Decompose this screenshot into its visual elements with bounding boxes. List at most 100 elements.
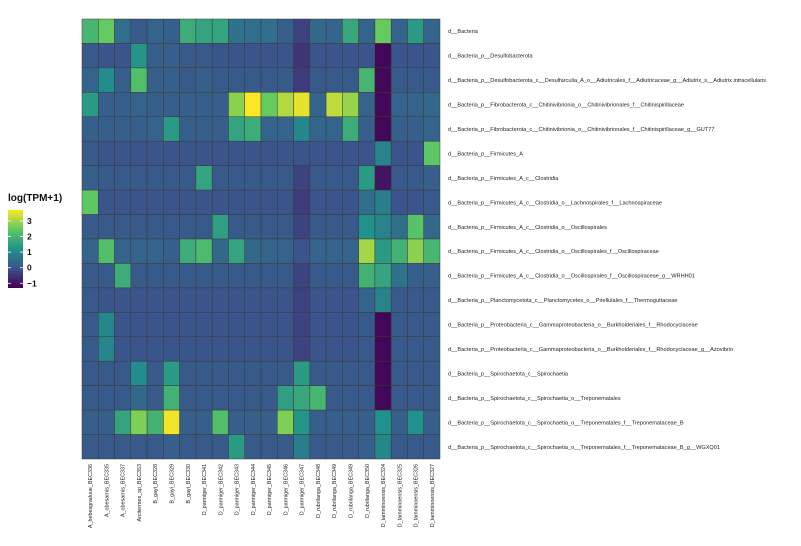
heatmap-cell bbox=[114, 263, 132, 289]
heatmap-cell bbox=[325, 140, 343, 166]
row-label: d__Bacteria bbox=[448, 29, 479, 35]
heatmap-cell bbox=[407, 312, 424, 338]
heatmap-cell bbox=[293, 312, 311, 338]
heatmap-cell bbox=[228, 116, 245, 142]
legend-tick-label: 3 bbox=[27, 216, 32, 226]
heatmap-cell bbox=[211, 238, 229, 264]
heatmap-cell bbox=[390, 189, 408, 215]
heatmap-cell bbox=[228, 238, 245, 264]
row-label: d__Bacteria_p__Spirochaetota_c__Spirocha… bbox=[448, 371, 569, 377]
heatmap-cell bbox=[374, 214, 392, 240]
heatmap-cell bbox=[374, 360, 392, 386]
row-label: d__Bacteria_p__Firmicutes_A_c__Clostridi… bbox=[448, 176, 559, 182]
heatmap-cell bbox=[423, 287, 441, 313]
heatmap-cell bbox=[163, 360, 180, 386]
heatmap-cell bbox=[260, 434, 278, 460]
heatmap-cell bbox=[374, 43, 392, 69]
heatmap-cell bbox=[244, 43, 262, 69]
heatmap-cell bbox=[244, 140, 262, 166]
heatmap-cell bbox=[358, 263, 376, 289]
column-labels: A_hebesgraduue_BEC336 A_obesarnis_BEC335 A… bbox=[88, 464, 436, 528]
heatmap-cell bbox=[211, 360, 229, 386]
heatmap-cell bbox=[260, 116, 278, 142]
heatmap-cell bbox=[309, 385, 327, 411]
heatmap-cell bbox=[244, 189, 262, 215]
heatmap-cell bbox=[390, 409, 408, 435]
heatmap-cell bbox=[423, 409, 441, 435]
heatmap-cell bbox=[179, 67, 197, 93]
heatmap-cell bbox=[407, 238, 424, 264]
heatmap-cell bbox=[374, 312, 392, 338]
legend-title: log(TPM+1) bbox=[8, 193, 62, 204]
heatmap-cell bbox=[195, 312, 213, 338]
heatmap-cell bbox=[81, 92, 99, 118]
heatmap-cell bbox=[407, 409, 424, 435]
heatmap-cell bbox=[342, 92, 359, 118]
column-label: D_parmiger_BEC343 bbox=[235, 464, 241, 515]
heatmap-cell bbox=[81, 336, 99, 362]
heatmap-cell bbox=[309, 43, 327, 69]
heatmap-cell bbox=[211, 287, 229, 313]
heatmap-cell bbox=[358, 140, 376, 166]
legend-tick-label: 0 bbox=[27, 263, 32, 273]
heatmap-cell bbox=[293, 18, 311, 44]
heatmap-cell bbox=[98, 67, 115, 93]
heatmap-cell bbox=[309, 409, 327, 435]
heatmap-cell bbox=[211, 312, 229, 338]
heatmap-cell bbox=[179, 92, 197, 118]
heatmap-cell bbox=[277, 67, 294, 93]
heatmap-cell bbox=[130, 92, 148, 118]
heatmap-cell bbox=[130, 263, 148, 289]
heatmap-cell bbox=[163, 18, 180, 44]
heatmap-cell bbox=[81, 18, 99, 44]
heatmap-cell bbox=[325, 360, 343, 386]
heatmap-cell bbox=[358, 67, 376, 93]
heatmap-cell bbox=[277, 165, 294, 191]
heatmap-cell bbox=[163, 312, 180, 338]
heatmap-cell bbox=[211, 140, 229, 166]
heatmap-cell bbox=[293, 360, 311, 386]
heatmap-cell bbox=[342, 385, 359, 411]
heatmap-cell bbox=[81, 360, 99, 386]
heatmap-cell bbox=[228, 67, 245, 93]
row-label: d__Bacteria_p__Spirochaetota_c__Spirocha… bbox=[448, 420, 684, 426]
heatmap-cell bbox=[260, 312, 278, 338]
heatmap-cell bbox=[277, 434, 294, 460]
heatmap-cell bbox=[114, 140, 132, 166]
heatmap-cell bbox=[293, 214, 311, 240]
heatmap-cell bbox=[358, 189, 376, 215]
row-label: d__Bacteria_p__Firmicutes_A bbox=[448, 151, 523, 157]
heatmap-cell bbox=[211, 116, 229, 142]
heatmap-cell bbox=[195, 263, 213, 289]
heatmap-cell bbox=[81, 409, 99, 435]
heatmap-cell bbox=[244, 165, 262, 191]
heatmap-cell bbox=[146, 189, 164, 215]
heatmap-cell bbox=[423, 165, 441, 191]
heatmap-cell bbox=[358, 312, 376, 338]
heatmap-cell bbox=[195, 409, 213, 435]
heatmap-cell bbox=[390, 238, 408, 264]
heatmap-cell bbox=[244, 287, 262, 313]
heatmap-cell bbox=[423, 140, 441, 166]
heatmap-cell bbox=[309, 67, 327, 93]
heatmap-cell bbox=[390, 165, 408, 191]
heatmap-cell bbox=[98, 189, 115, 215]
heatmap-cell bbox=[423, 214, 441, 240]
heatmap-cell bbox=[81, 434, 99, 460]
heatmap-cell bbox=[163, 385, 180, 411]
heatmap-cell bbox=[195, 434, 213, 460]
row-label: d__Bacteria_p__Desulfobacterota_c__Desul… bbox=[448, 78, 766, 84]
heatmap-cell bbox=[390, 263, 408, 289]
heatmap-cell bbox=[244, 18, 262, 44]
column-label: D_rubrilanga_BEC350 bbox=[365, 464, 371, 518]
heatmap-cell bbox=[293, 67, 311, 93]
heatmap-cell bbox=[146, 43, 164, 69]
heatmap-cell bbox=[195, 140, 213, 166]
heatmap-cell bbox=[98, 312, 115, 338]
heatmap-cell bbox=[374, 165, 392, 191]
heatmap-cell bbox=[244, 385, 262, 411]
heatmap-cell bbox=[130, 140, 148, 166]
column-label: A_hebesgraduue_BEC336 bbox=[88, 464, 94, 528]
heatmap-cell bbox=[293, 238, 311, 264]
heatmap-cell bbox=[374, 67, 392, 93]
